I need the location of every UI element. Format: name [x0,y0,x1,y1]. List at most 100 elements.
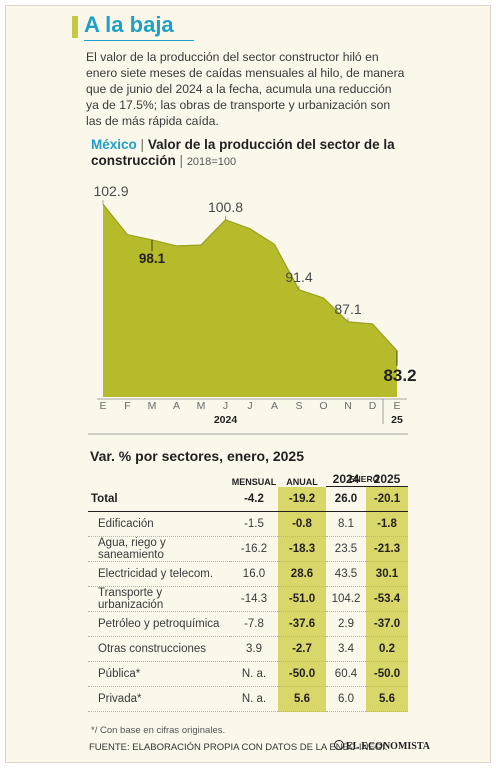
cell-anual: -50.0 [278,661,326,687]
intro-text: El valor de la producción del sector con… [86,50,405,128]
table-row: Petróleo y petroquímica -7.8 -37.6 2.9 -37.0 [88,611,408,637]
cell-2025: -50.0 [366,661,408,687]
table-row: Agua, riego y saneamiento -16.2 -18.3 23.5-… [88,536,408,562]
data-label: 83.2 [383,366,416,385]
cell-mensual: N. a. [230,661,278,687]
cell-anual: -37.6 [278,611,326,637]
chart-base-separator: | [179,153,184,168]
row-label: Otras construcciones [88,636,230,662]
cell-2024: 43.5 [326,561,366,587]
cell-2024: 23.5 [326,536,366,562]
table-row: Electricidad y telecom. 16.0 28.6 43.5 30.1 [88,561,408,587]
x-tick-label: E [393,400,400,412]
col-header-2025: 2025 [366,470,408,487]
chart-title-separator: | [140,137,145,152]
cell-2024: 2.9 [326,611,366,637]
row-label: Total [88,486,230,512]
cell-2025: -53.4 [366,586,408,612]
col-header-anual: ANUAL [286,476,318,487]
page-title: A la baja [84,12,174,37]
cell-2025: -20.1 [366,486,408,512]
sectors-table: MENSUAL ANUAL 2024 2025 Total -4.2 -19.2… [88,470,408,712]
cell-anual: 5.6 [278,686,326,712]
x-tick-label: O [319,400,327,412]
cell-mensual: -16.2 [230,536,278,562]
cell-mensual: -4.2 [230,486,278,512]
area-series [103,204,397,397]
cell-mensual: -1.5 [230,511,278,537]
x-tick-label: M [197,400,206,412]
title-underline [84,40,194,41]
cell-2024: 104.2 [326,586,366,612]
year-label: 25 [391,414,403,426]
x-tick-label: E [99,400,106,412]
data-label: 102.9 [93,183,128,199]
cell-mensual: -14.3 [230,586,278,612]
table-row: Otras construcciones 3.9 -2.7 3.4 0.2 [88,636,408,662]
cell-2025: 5.6 [366,686,408,712]
cell-mensual: 3.9 [230,636,278,662]
chart-title-country: México [91,137,137,152]
col-header-mensual: MENSUAL [231,476,277,487]
production-area-chart: E F M A M J J A S O N D E 2024 25 102.9 98.1 100.8 91.4 87.… [88,183,417,435]
footnote: */ Con base en cifras originales. [91,725,226,736]
row-label: Transporte y urbanización [88,586,230,612]
x-tick-label: S [295,400,302,412]
cell-2024: 60.4 [326,661,366,687]
publisher-logo: EL ECONOMISTA [334,740,430,752]
x-tick-label: A [271,400,278,412]
x-tick-label: M [148,400,157,412]
sectors-title: Var. % por sectores, enero, 2025 [90,448,305,464]
cell-anual: -2.7 [278,636,326,662]
cell-anual: -51.0 [278,586,326,612]
cell-2024: 3.4 [326,636,366,662]
x-tick-label: D [369,400,377,412]
chart-title-text: Valor de la producción del sector de la … [91,137,395,168]
label-header [88,470,230,487]
row-label: Pública* [88,661,230,687]
cell-2025: 0.2 [366,636,408,662]
x-tick-label: J [247,400,252,412]
title-accent-bar [72,16,78,38]
row-label: Electricidad y telecom. [88,561,230,587]
x-tick-label: J [223,400,228,412]
cell-mensual: -7.8 [230,611,278,637]
col-header-2024: 2024 [326,470,366,487]
source-line: FUENTE: ELABORACIÓN PROPIA CON DATOS DE … [89,742,388,753]
data-label: 87.1 [334,301,361,317]
table-row: Privada* N. a. 5.6 6.0 5.6 [88,686,408,712]
row-label: Agua, riego y saneamiento [88,536,230,562]
row-label: Edificación [88,511,230,537]
table-row: Transporte y urbanización -14.3 -51.0 104.2… [88,586,408,612]
row-label: Petróleo y petroquímica [88,611,230,637]
data-label: 91.4 [285,269,312,285]
data-label: 98.1 [139,251,166,266]
cell-anual: -18.3 [278,536,326,562]
year-label: 2024 [214,414,238,426]
data-label: 100.8 [208,199,243,215]
cell-mensual: 16.0 [230,561,278,587]
logo-text: EL ECONOMISTA [346,741,430,752]
cell-2024: 26.0 [326,486,366,512]
cell-anual: 28.6 [278,561,326,587]
cell-anual: -19.2 [278,486,326,512]
logo-icon [334,740,344,750]
cell-2025: -21.3 [366,536,408,562]
cell-2024: 8.1 [326,511,366,537]
x-tick-label: F [124,400,130,412]
chart-base-index: 2018=100 [186,156,237,168]
sectors-header-row: MENSUAL ANUAL 2024 2025 [88,470,408,487]
table-row: Pública* N. a. -50.0 60.4 -50.0 [88,661,408,687]
cell-2025: 30.1 [366,561,408,587]
row-label: Privada* [88,686,230,712]
cell-2025: -37.0 [366,611,408,637]
table-row-total: Total -4.2 -19.2 26.0 -20.1 [88,486,408,512]
cell-2025: -1.8 [366,511,408,537]
x-tick-label: N [344,400,352,412]
chart-title: México | Valor de la producción del sect… [91,137,401,170]
x-tick-label: A [173,400,180,412]
cell-mensual: N. a. [230,686,278,712]
table-row: Edificación -1.5 -0.8 8.1 -1.8 [88,511,408,537]
cell-2024: 6.0 [326,686,366,712]
cell-anual: -0.8 [278,511,326,537]
